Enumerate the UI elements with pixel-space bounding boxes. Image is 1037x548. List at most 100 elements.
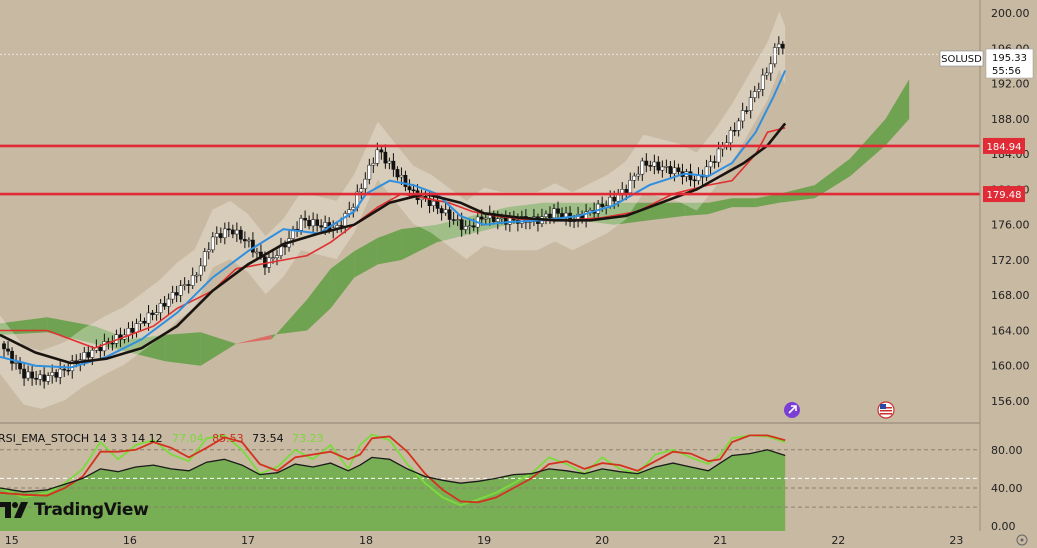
candle-body bbox=[708, 161, 713, 168]
candle-body bbox=[18, 362, 22, 370]
cloud-segment bbox=[377, 229, 402, 265]
candle-body bbox=[668, 166, 673, 174]
indicator-tick-label: 80.00 bbox=[991, 444, 1023, 457]
candle-body bbox=[291, 228, 295, 239]
candle-body bbox=[102, 341, 107, 352]
candle-body bbox=[54, 372, 59, 378]
candle-body bbox=[451, 219, 456, 221]
candle-body bbox=[644, 160, 649, 166]
candle-body bbox=[447, 209, 452, 220]
candle-body bbox=[704, 166, 709, 178]
candlesticks bbox=[2, 36, 785, 389]
candle-body bbox=[30, 371, 34, 379]
candle-body bbox=[752, 91, 757, 98]
candle-body bbox=[82, 352, 87, 361]
candle-body bbox=[459, 219, 464, 230]
candle-body bbox=[387, 160, 392, 164]
candle-body bbox=[243, 239, 247, 242]
candle-body bbox=[226, 228, 231, 231]
cloud-segment bbox=[47, 317, 95, 344]
price-pane[interactable] bbox=[0, 11, 980, 409]
indicator-axis[interactable]: 0.00 40.00 80.00 bbox=[991, 444, 1023, 533]
cloud-segment bbox=[401, 224, 437, 260]
candle-body bbox=[600, 203, 605, 207]
candle-body bbox=[483, 217, 488, 220]
candle-body bbox=[648, 165, 653, 167]
candle-body bbox=[222, 228, 227, 239]
candle-body bbox=[134, 323, 139, 333]
candle-body bbox=[202, 251, 207, 267]
indicator-name: RSI_EMA_STOCH 14 3 3 14 12 bbox=[0, 432, 163, 445]
candle-body bbox=[776, 43, 781, 48]
candle-body bbox=[672, 167, 677, 174]
time-tick-label: 17 bbox=[241, 534, 255, 547]
candle-body bbox=[656, 161, 661, 171]
candle-body bbox=[299, 217, 303, 231]
price-tick-label: 172.00 bbox=[991, 254, 1030, 267]
candle-body bbox=[431, 200, 436, 206]
candle-body bbox=[214, 233, 219, 238]
candle-body bbox=[303, 217, 307, 221]
stoch-k-line bbox=[0, 433, 786, 507]
ema-fast-line bbox=[0, 70, 787, 369]
candle-body bbox=[367, 164, 372, 180]
last-price-tag: 195.33 55:56 bbox=[985, 48, 1034, 79]
candle-body bbox=[748, 97, 753, 111]
tradingview-logo[interactable]: TradingView bbox=[0, 499, 149, 521]
price-tags: 184.94 179.48 bbox=[983, 137, 1025, 203]
time-tick-label: 16 bbox=[123, 534, 137, 547]
stoch-d-value: 85.53 bbox=[212, 432, 244, 445]
candle-body bbox=[716, 148, 721, 163]
time-axis[interactable]: 15 16 17 18 19 20 21 22 23 bbox=[5, 534, 964, 547]
candle-body bbox=[26, 371, 30, 379]
rsi-value: 73.54 bbox=[252, 432, 284, 445]
indicator-pane[interactable] bbox=[0, 433, 980, 532]
candle-body bbox=[479, 216, 484, 220]
candle-body bbox=[186, 284, 191, 286]
candle-body bbox=[756, 89, 761, 92]
candle-body bbox=[399, 174, 404, 178]
candle-body bbox=[359, 188, 364, 193]
oscillator-guides bbox=[0, 449, 980, 508]
time-axis-settings-icon[interactable] bbox=[1016, 534, 1028, 546]
indicator-legend[interactable]: RSI_EMA_STOCH 14 3 3 14 12 77.04 85.53 7… bbox=[0, 432, 324, 445]
candle-body bbox=[319, 225, 324, 228]
time-tick-label: 18 bbox=[359, 534, 373, 547]
candle-body bbox=[375, 149, 380, 164]
candle-body bbox=[612, 196, 617, 202]
candle-body bbox=[251, 239, 255, 253]
time-tick-label: 21 bbox=[713, 534, 727, 547]
candle-body bbox=[391, 160, 396, 170]
candle-body bbox=[255, 251, 259, 254]
candle-body bbox=[652, 161, 657, 167]
cloud-segment bbox=[330, 251, 355, 309]
candle-body bbox=[624, 189, 629, 193]
cloud-segment bbox=[708, 198, 732, 215]
price-tick-label: 164.00 bbox=[991, 324, 1030, 337]
candle-body bbox=[744, 110, 749, 112]
candle-body bbox=[150, 312, 155, 315]
candle-body bbox=[247, 239, 251, 242]
candle-body bbox=[552, 208, 556, 219]
candle-body bbox=[126, 328, 131, 336]
horizontal-levels[interactable] bbox=[0, 144, 980, 196]
candle-body bbox=[435, 200, 440, 209]
time-tick-label: 22 bbox=[831, 534, 845, 547]
symbol-name: SOLUSD bbox=[941, 54, 982, 65]
candle-body bbox=[407, 186, 412, 191]
us-flag-icon[interactable] bbox=[877, 401, 895, 419]
candle-body bbox=[130, 328, 135, 333]
candle-body bbox=[780, 43, 785, 49]
event-icon[interactable] bbox=[784, 402, 800, 418]
candle-body bbox=[198, 265, 203, 276]
time-tick-label: 19 bbox=[477, 534, 491, 547]
time-tick-label: 23 bbox=[949, 534, 963, 547]
candle-body bbox=[411, 189, 416, 192]
baseline-line bbox=[0, 127, 786, 349]
lightning-icon bbox=[788, 405, 797, 414]
candle-body bbox=[110, 342, 115, 345]
cloud-segment bbox=[850, 119, 886, 177]
candle-body bbox=[38, 374, 42, 380]
